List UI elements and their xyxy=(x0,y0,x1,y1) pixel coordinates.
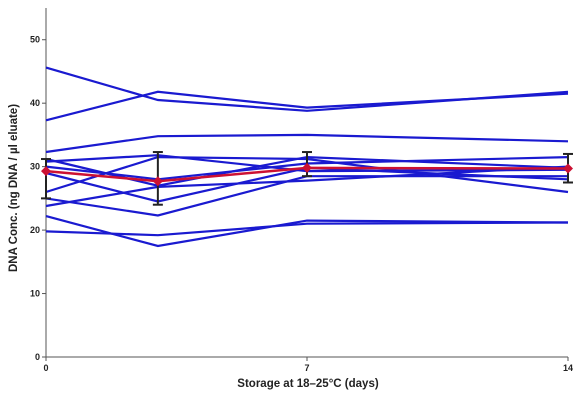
x-tick-label: 14 xyxy=(563,363,573,373)
mean-marker xyxy=(302,162,312,173)
y-tick-label: 0 xyxy=(35,352,40,362)
mean-group xyxy=(41,151,573,206)
y-tick-label: 30 xyxy=(30,162,40,172)
series-group xyxy=(45,66,569,248)
mean-marker xyxy=(152,176,163,187)
x-tick-label: 7 xyxy=(304,363,309,373)
y-tick-label: 50 xyxy=(30,35,40,45)
sample-series-line xyxy=(45,90,569,122)
x-axis-title: Storage at 18–25°C (days) xyxy=(237,378,379,390)
sample-series-line xyxy=(45,175,568,217)
y-axis-title: DNA Conc. (ng DNA / µl eluate) xyxy=(8,104,20,272)
mean-series-line xyxy=(45,166,569,183)
y-tick-label: 10 xyxy=(30,289,40,299)
sample-series-line xyxy=(45,165,569,208)
y-tick-label: 40 xyxy=(30,98,40,108)
sample-series-line xyxy=(45,154,569,173)
sample-series-line xyxy=(45,133,569,154)
sample-series-line xyxy=(45,66,569,112)
axes: 0 10 20 30 40 50 0 7 14 xyxy=(30,8,573,373)
mean-marker xyxy=(41,166,51,177)
sample-series-line xyxy=(45,215,569,248)
x-tick-label: 0 xyxy=(43,363,48,373)
sample-series-line xyxy=(45,156,569,181)
sample-series-line xyxy=(45,221,569,237)
y-tick-label: 20 xyxy=(30,225,40,235)
mean-marker xyxy=(563,163,573,174)
